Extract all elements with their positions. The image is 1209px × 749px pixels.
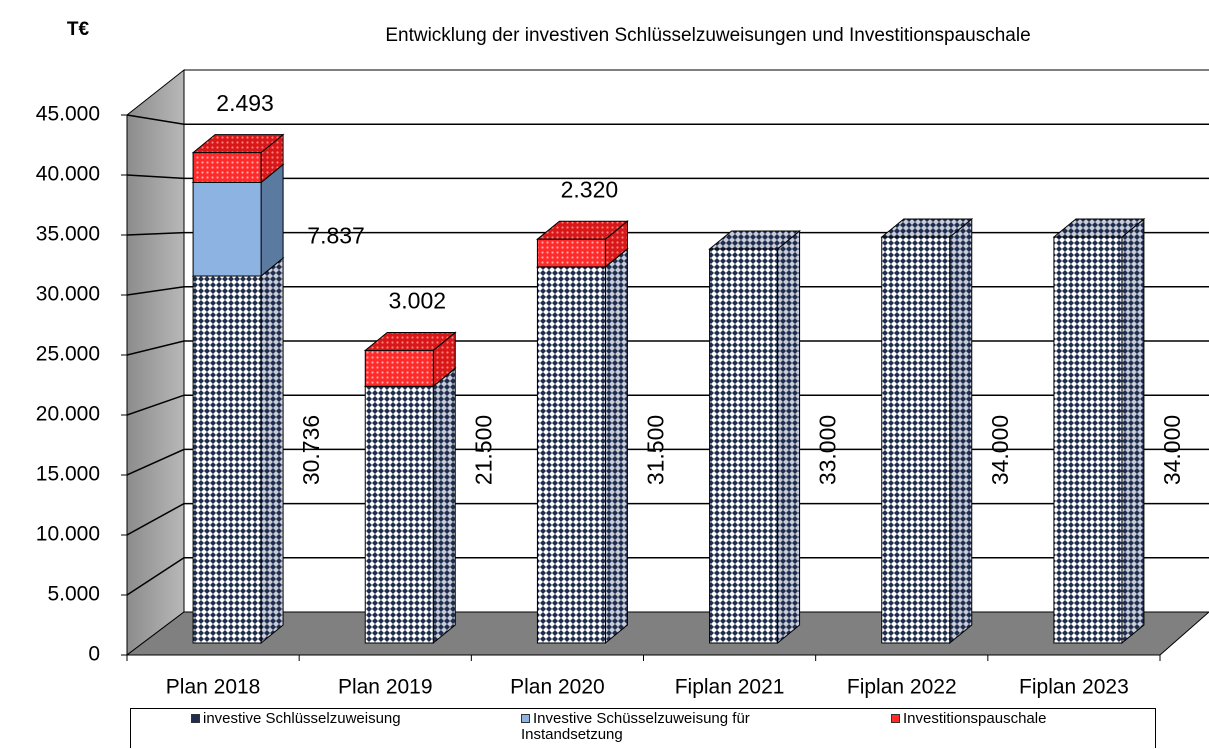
grid-line xyxy=(126,340,1209,356)
value-label: 31.500 xyxy=(642,415,668,485)
bar xyxy=(881,236,951,644)
grid-line xyxy=(126,557,1209,596)
legend-entry: Investitionspauschale xyxy=(891,711,1151,727)
x-tick-label: Fiplan 2022 xyxy=(847,676,957,699)
bar xyxy=(192,181,262,277)
legend: investive Schlüsselzuweisung Investive Sc… xyxy=(130,708,1156,748)
grid-line xyxy=(126,502,1209,536)
grid-line xyxy=(126,394,1209,416)
bar-side xyxy=(1121,217,1145,645)
value-label: 34.000 xyxy=(1159,415,1185,485)
y-tick-label: 10.000 xyxy=(36,523,100,546)
legend-label: Investive Schüsselzuweisung für Instands… xyxy=(521,710,750,743)
bar xyxy=(192,152,262,183)
y-tick-label: 20.000 xyxy=(36,403,100,426)
legend-entry: Investive Schüsselzuweisung für Instands… xyxy=(521,711,821,743)
grid-line xyxy=(126,448,1209,476)
x-tick-label: Plan 2018 xyxy=(166,676,261,699)
floor xyxy=(125,611,1209,656)
grid-line xyxy=(126,231,1209,236)
y-tick-label: 25.000 xyxy=(36,343,100,366)
bar-side xyxy=(777,229,801,645)
bar xyxy=(536,238,606,268)
unit-label: T€ xyxy=(67,19,90,40)
x-tick-label: Fiplan 2021 xyxy=(675,676,785,699)
legend-label: Investitionspauschale xyxy=(903,710,1047,727)
legend-swatch xyxy=(521,714,530,723)
y-tick-label: 5.000 xyxy=(47,583,100,606)
bar xyxy=(536,266,606,644)
bar xyxy=(1053,236,1123,644)
y-tick-label: 0 xyxy=(88,643,100,666)
grid-line xyxy=(126,114,1209,125)
bar-side xyxy=(260,163,284,278)
side-wall xyxy=(126,68,185,657)
y-tick-label: 40.000 xyxy=(36,163,100,186)
y-tick-label: 45.000 xyxy=(36,103,100,126)
legend-swatch xyxy=(891,714,900,723)
legend-swatch xyxy=(191,714,200,723)
bar xyxy=(709,248,779,644)
value-label: 33.000 xyxy=(815,415,841,485)
legend-entry: investive Schlüsselzuweisung xyxy=(191,711,511,727)
y-tick-label: 15.000 xyxy=(36,463,100,486)
bar xyxy=(192,275,262,644)
chart-title: Entwicklung der investiven Schlüsselzuwe… xyxy=(385,25,1030,46)
value-label: 21.500 xyxy=(470,415,496,485)
value-label: 7.837 xyxy=(307,222,365,248)
bar-side xyxy=(604,247,628,645)
value-label: 3.002 xyxy=(388,288,446,314)
bar xyxy=(364,385,434,644)
bar-side xyxy=(432,367,456,645)
value-label: 30.736 xyxy=(298,415,324,485)
x-tick-label: Plan 2020 xyxy=(510,676,605,699)
bar xyxy=(364,349,434,387)
chart: T€ Entwicklung der investiven Schlüsselz… xyxy=(36,19,1209,699)
y-tick-label: 30.000 xyxy=(36,283,100,306)
bar-side xyxy=(260,256,284,645)
value-label: 34.000 xyxy=(987,415,1013,485)
x-tick-label: Plan 2019 xyxy=(338,676,433,699)
bar-side xyxy=(949,217,973,645)
grid-line xyxy=(126,286,1209,296)
legend-label: investive Schlüsselzuweisung xyxy=(203,710,401,727)
value-label: 2.320 xyxy=(561,176,619,202)
x-tick-label: Fiplan 2023 xyxy=(1019,676,1129,699)
grid-line xyxy=(126,174,1209,180)
y-tick-label: 35.000 xyxy=(36,223,100,246)
value-label: 2.493 xyxy=(216,90,274,116)
